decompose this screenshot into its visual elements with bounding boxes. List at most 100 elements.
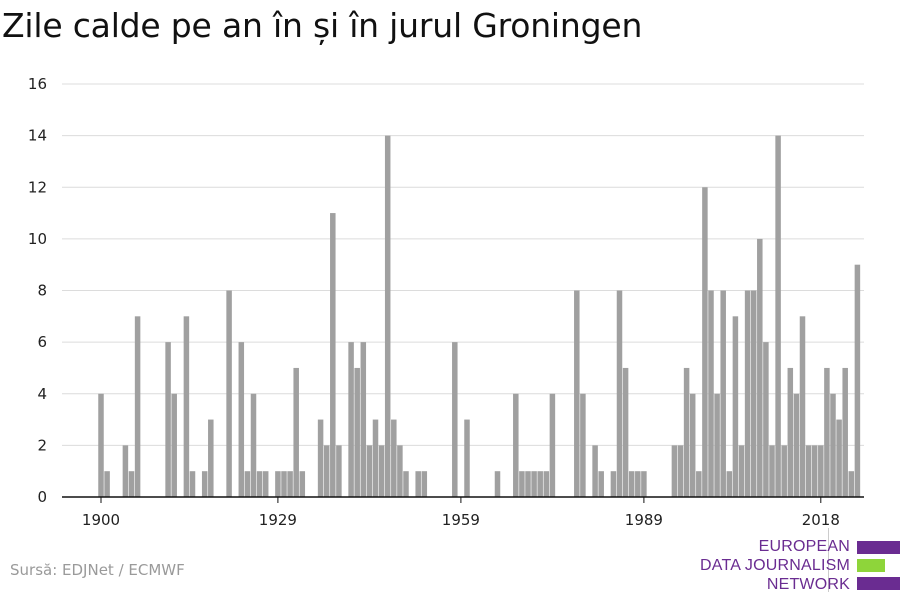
bar	[397, 445, 403, 497]
bar	[610, 471, 617, 497]
bar	[104, 471, 110, 497]
bar	[830, 393, 836, 497]
bar	[287, 471, 293, 497]
bar	[336, 445, 342, 497]
bars	[98, 135, 861, 497]
bar	[250, 393, 257, 497]
x-axis-ticks: 1900 1929 1959 1989 2018	[82, 497, 840, 529]
bar	[183, 316, 190, 497]
bar	[122, 445, 129, 497]
bar	[689, 393, 696, 497]
chart-title: Zile calde pe an în și în jurul Groninge…	[2, 6, 643, 45]
bar	[525, 471, 531, 497]
bar	[348, 342, 354, 497]
bar	[708, 290, 714, 497]
bar	[763, 342, 769, 497]
bar	[671, 445, 678, 497]
bar	[208, 419, 214, 497]
bar	[366, 445, 373, 497]
bar	[189, 471, 196, 497]
bar	[275, 471, 281, 497]
logo-line-network: NETWORK	[766, 576, 850, 593]
bar	[262, 471, 269, 497]
x-tick-label: 2018	[802, 511, 840, 529]
bar	[598, 471, 604, 497]
bar	[641, 471, 647, 497]
bar	[622, 367, 629, 497]
bar	[635, 471, 641, 497]
bar	[757, 238, 763, 497]
bar	[226, 290, 232, 497]
bar	[513, 393, 519, 497]
bar	[421, 471, 428, 497]
bar	[696, 471, 702, 497]
bar	[299, 471, 306, 497]
bar	[372, 419, 379, 497]
bar	[824, 367, 830, 497]
bar	[616, 290, 623, 497]
bar	[281, 471, 287, 497]
bar	[256, 471, 263, 497]
logo-bar-purple-bottom	[857, 577, 900, 590]
bar	[775, 135, 781, 497]
bar	[378, 445, 385, 497]
bar	[171, 393, 177, 497]
bar	[592, 445, 598, 497]
bar	[330, 213, 336, 497]
y-tick-label: 10	[28, 230, 47, 248]
y-tick-label: 14	[28, 127, 47, 145]
bar	[360, 342, 367, 497]
bar	[842, 367, 848, 497]
bar	[238, 342, 245, 497]
bar	[726, 471, 733, 497]
bar	[464, 419, 470, 497]
bar	[732, 316, 739, 497]
bar	[811, 445, 818, 497]
bar	[452, 342, 458, 497]
bar	[781, 445, 787, 497]
edjnet-logo: EUROPEAN DATA JOURNALISM NETWORK	[700, 528, 900, 594]
bar	[549, 393, 556, 497]
bar	[580, 393, 586, 497]
logo-bar-purple-top	[857, 541, 900, 554]
bar	[793, 393, 800, 497]
bar	[403, 471, 409, 497]
y-tick-label: 0	[37, 488, 47, 506]
y-tick-label: 12	[28, 178, 47, 196]
bar	[317, 419, 324, 497]
bar	[201, 471, 208, 497]
bar	[494, 471, 501, 497]
bar	[98, 393, 104, 497]
bar	[836, 419, 842, 497]
bar	[714, 393, 720, 497]
bar	[384, 135, 391, 497]
bar	[738, 445, 745, 497]
bar	[519, 471, 525, 497]
x-tick-label: 1989	[625, 511, 663, 529]
bar	[323, 445, 330, 497]
bar	[720, 290, 726, 497]
logo-bar-green	[857, 559, 885, 572]
y-tick-label: 8	[37, 282, 47, 300]
y-tick-label: 16	[28, 75, 47, 93]
x-tick-label: 1929	[259, 511, 297, 529]
bar	[683, 367, 690, 497]
bar	[293, 367, 299, 497]
bar	[750, 290, 757, 497]
y-tick-label: 6	[37, 333, 47, 351]
bar	[805, 445, 812, 497]
bar	[354, 367, 360, 497]
logo-divider	[828, 528, 829, 592]
x-tick-label: 1959	[442, 511, 480, 529]
y-axis-ticks: 0 2 4 6 8 10 12 14 16	[28, 75, 47, 506]
bar	[848, 471, 855, 497]
grid-lines	[62, 83, 864, 446]
bar	[799, 316, 806, 497]
bar	[531, 471, 537, 497]
bar	[702, 187, 708, 497]
logo-line-european: EUROPEAN	[758, 538, 850, 555]
bar	[628, 471, 635, 497]
bar	[677, 445, 684, 497]
bar	[244, 471, 251, 497]
